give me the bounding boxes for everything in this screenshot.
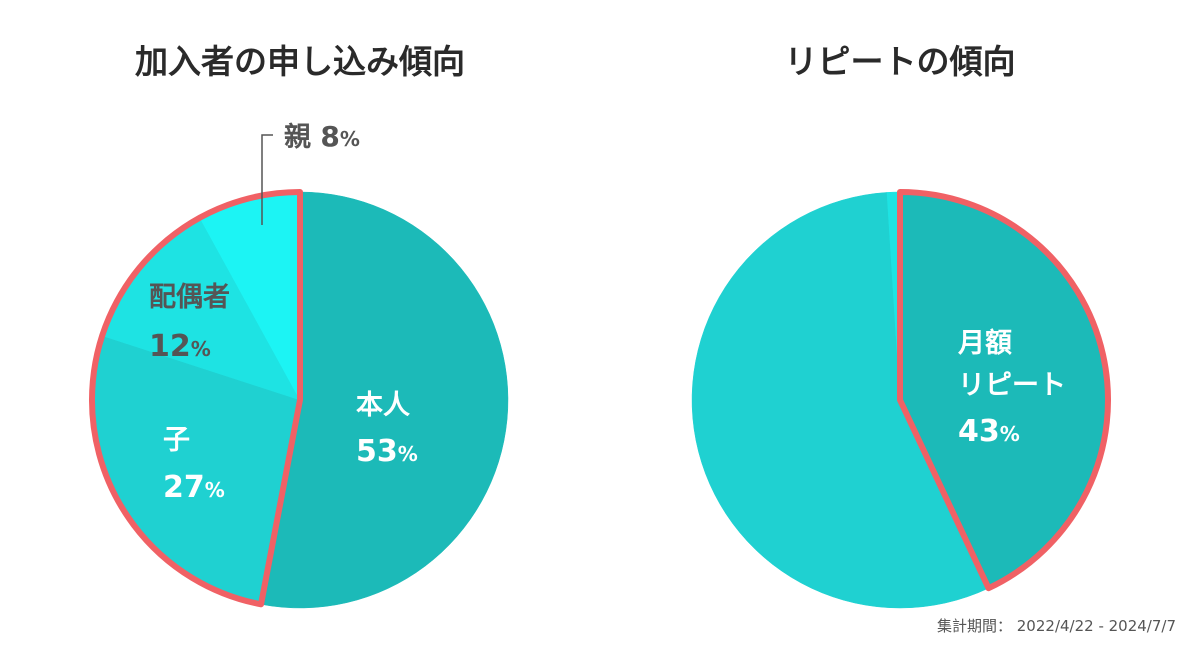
label-child: 子 — [163, 425, 190, 456]
highlight-outline — [897, 189, 1111, 592]
value-self: 53% — [356, 434, 418, 469]
chart-title-applicants: 加入者の申し込み傾向 — [135, 42, 465, 81]
aggregation-period-label: 集計期間： — [936, 617, 1012, 635]
pie-applicants-slices — [89, 189, 509, 609]
label-self: 本人 — [356, 390, 410, 421]
parent-leader-line — [261, 134, 273, 225]
aggregation-period: 集計期間： 2022/4/22 - 2024/7/7 — [937, 615, 1176, 636]
highlight-outline — [89, 189, 303, 608]
label-parent: 親 8% — [284, 120, 360, 153]
pie-applicants-labels: 本人 53% 子 27% 配偶者 12% 親 8% — [149, 120, 418, 505]
pie-slice-self — [260, 191, 509, 609]
label-spouse: 配偶者 — [149, 282, 230, 313]
pie-chart-applicants: 加入者の申し込み傾向 本人 53% 子 27% 配偶者 12% 親 8% — [89, 42, 509, 609]
chart-title-repeat: リピートの傾向 — [785, 42, 1016, 81]
parent-callout — [261, 134, 273, 225]
value-child: 27% — [163, 470, 225, 505]
value-monthly-repeat: 43% — [958, 414, 1020, 449]
label-monthly-line1: 月額 — [957, 328, 1012, 359]
value-spouse: 12% — [149, 329, 211, 364]
label-monthly-line2: リピート — [958, 370, 1066, 401]
pie-slice-other-1 — [691, 192, 989, 609]
pie-repeat-slices — [691, 189, 1111, 609]
aggregation-period-range: 2022/4/22 - 2024/7/7 — [1016, 617, 1176, 635]
